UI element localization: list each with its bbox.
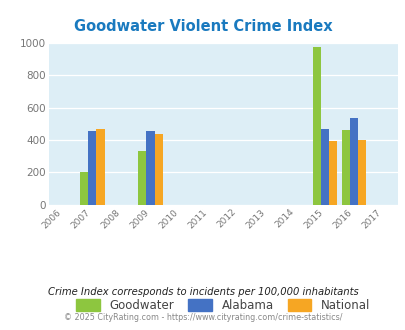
Bar [138,151,146,205]
Text: Crime Index corresponds to incidents per 100,000 inhabitants: Crime Index corresponds to incidents per… [47,287,358,297]
Bar [312,47,320,205]
Bar [328,141,337,205]
Bar [154,134,162,205]
Bar [341,130,349,205]
Bar [88,131,96,205]
Text: Goodwater Violent Crime Index: Goodwater Violent Crime Index [73,19,332,34]
Legend: Goodwater, Alabama, National: Goodwater, Alabama, National [72,295,374,317]
Bar [146,131,154,205]
Bar [349,118,358,205]
Bar [80,172,88,205]
Bar [96,129,104,205]
Text: © 2025 CityRating.com - https://www.cityrating.com/crime-statistics/: © 2025 CityRating.com - https://www.city… [64,313,341,322]
Bar [358,140,366,205]
Bar [320,129,328,205]
